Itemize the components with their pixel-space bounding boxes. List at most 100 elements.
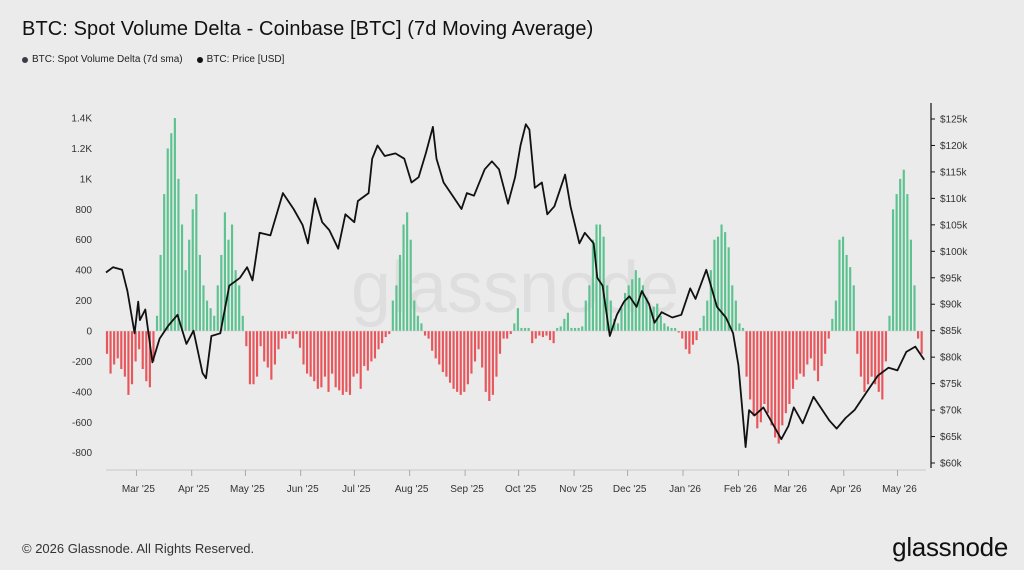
volume-delta-bar: [677, 331, 680, 333]
x-tick-label: Mar '25: [122, 484, 155, 495]
volume-delta-bar: [548, 331, 552, 341]
volume-delta-bar: [363, 331, 366, 366]
volume-delta-bar: [674, 327, 677, 331]
x-axis: Mar '25 Apr '25 May '25 Jun '25 Jul '25 Aug '…: [106, 469, 926, 495]
volume-delta-bar: [884, 331, 887, 362]
volume-delta-bar: [202, 285, 205, 331]
volume-delta-bar: [177, 178, 180, 331]
volume-delta-bar: [706, 300, 709, 331]
x-tick-label: Apr '26: [830, 484, 862, 495]
volume-delta-bar: [209, 308, 212, 331]
volume-delta-bar: [452, 331, 455, 389]
legend-label-price: BTC: Price [USD]: [206, 54, 285, 65]
volume-delta-bar: [266, 331, 269, 368]
volume-delta-bar: [913, 285, 916, 331]
volume-delta-bar: [777, 331, 780, 444]
volume-delta-bar: [420, 323, 423, 331]
volume-delta-bar: [516, 308, 519, 331]
volume-delta-bar: [273, 331, 277, 365]
volume-delta-bar: [566, 312, 569, 331]
y-left-tick-label: 0: [86, 327, 92, 338]
volume-delta-bar: [763, 331, 766, 405]
volume-delta-bar: [563, 318, 566, 331]
volume-delta-bar: [906, 194, 909, 331]
volume-delta-bar: [255, 331, 259, 377]
volume-delta-bar: [591, 239, 594, 331]
volume-delta-bar: [248, 331, 251, 385]
volume-delta-bar: [749, 331, 752, 400]
volume-delta-bar: [745, 331, 748, 377]
volume-delta-bar: [666, 326, 670, 331]
volume-delta-bar: [173, 118, 176, 331]
volume-delta-bar: [155, 315, 159, 331]
volume-delta-bar: [141, 331, 144, 370]
legend-item-volume-delta[interactable]: BTC: Spot Volume Delta (7d sma): [22, 54, 183, 65]
volume-delta-bar: [856, 331, 859, 354]
legend-dot-volume-delta: [22, 56, 28, 63]
volume-delta-bar: [781, 331, 784, 426]
y-left-tick-label: -400: [72, 387, 92, 398]
volume-delta-bar: [456, 331, 459, 392]
volume-delta-bar: [470, 331, 473, 374]
volume-delta-bar: [877, 331, 880, 392]
volume-delta-bar: [481, 331, 484, 368]
volume-delta-bar: [841, 236, 845, 331]
volume-delta-bar: [606, 285, 609, 331]
volume-delta-bar: [459, 331, 462, 395]
volume-delta-bar: [495, 331, 498, 377]
volume-delta-bar: [659, 315, 662, 331]
volume-delta-bar: [702, 315, 705, 331]
y-right-tick-label: $120k: [940, 141, 968, 152]
volume-delta-bar: [720, 224, 723, 331]
volume-delta-bar: [313, 331, 316, 382]
price-line[interactable]: [105, 123, 925, 448]
volume-delta-bar: [395, 285, 398, 331]
volume-delta-bar: [327, 331, 330, 392]
volume-delta-bar: [198, 254, 201, 331]
volume-delta-bar: [113, 331, 116, 365]
x-tick-label: Mar '26: [774, 484, 807, 495]
volume-delta-bar: [259, 331, 262, 347]
volume-delta-bar: [195, 194, 198, 331]
volume-delta-bar: [541, 331, 544, 338]
y-right-tick-label: $65k: [940, 432, 963, 443]
volume-delta-bar: [688, 331, 691, 354]
volume-delta-bar: [427, 331, 430, 339]
volume-delta-bar: [284, 331, 287, 339]
y-right-tick-label: $125k: [940, 115, 968, 126]
volume-delta-bar: [491, 331, 494, 395]
volume-delta-bar: [599, 224, 602, 331]
volume-delta-bar: [870, 331, 873, 377]
volume-delta-bar: [806, 331, 809, 365]
volume-delta-bar: [473, 331, 477, 362]
volume-delta-bar: [891, 209, 895, 331]
legend-item-price[interactable]: BTC: Price [USD]: [196, 54, 285, 65]
volume-delta-bar: [759, 331, 762, 423]
volume-delta-bar: [448, 331, 452, 383]
volume-delta-bar: [784, 331, 787, 414]
volume-delta-bar: [234, 270, 237, 331]
volume-delta-bar: [463, 331, 466, 392]
volume-delta-bar: [609, 300, 612, 331]
volume-delta-bar: [559, 326, 562, 331]
volume-delta-bar: [788, 331, 791, 405]
volume-delta-bar: [824, 331, 827, 354]
volume-delta-bar: [820, 331, 823, 366]
volume-delta-bar: [634, 270, 637, 331]
volume-delta-bar: [252, 331, 255, 385]
volume-delta-bar: [881, 331, 884, 400]
x-tick-label: Jan '26: [669, 484, 701, 495]
volume-delta-bar: [345, 331, 348, 392]
volume-delta-bar: [409, 239, 412, 331]
volume-delta-bar: [863, 331, 866, 392]
volume-delta-bar: [570, 327, 573, 331]
volume-delta-bar: [205, 300, 209, 331]
volume-delta-bar: [191, 209, 194, 331]
volume-delta-bar: [531, 331, 534, 344]
volume-delta-bar: [188, 239, 191, 331]
volume-delta-bar: [134, 331, 137, 362]
y-right-tick-label: $95k: [940, 273, 963, 284]
volume-delta-bar: [727, 247, 730, 331]
chart-legend: BTC: Spot Volume Delta (7d sma) BTC: Pri…: [22, 54, 284, 65]
